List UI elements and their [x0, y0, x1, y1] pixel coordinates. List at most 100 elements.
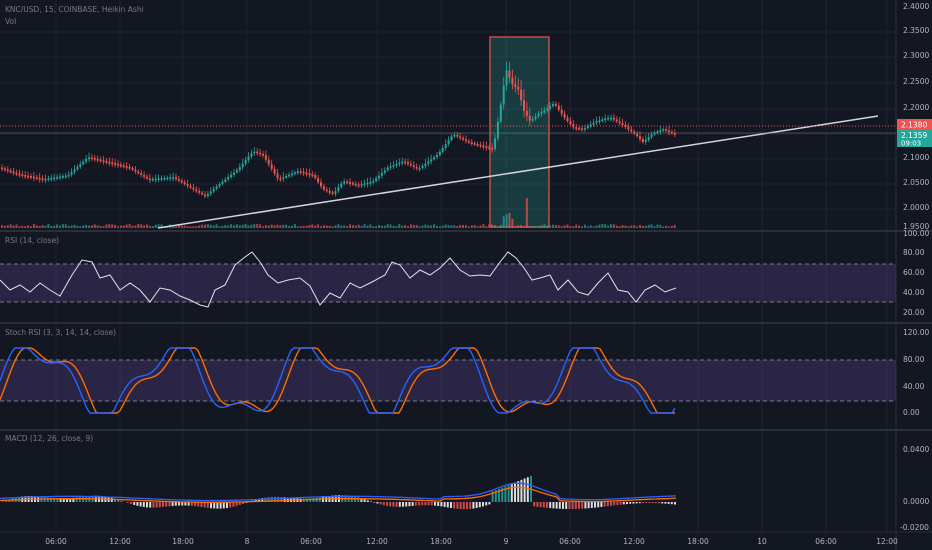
- macd-bar: [53, 498, 56, 502]
- candle-body: [575, 127, 578, 129]
- volume-bar: [24, 226, 27, 228]
- current-price-badge: [897, 119, 932, 130]
- candle-body: [569, 120, 572, 125]
- candle-body: [35, 177, 38, 179]
- macd-bar: [638, 502, 641, 504]
- volume-bar: [180, 225, 183, 228]
- candle-body: [157, 178, 160, 180]
- volume-bar: [592, 226, 595, 228]
- trendline-drawing[interactable]: [157, 115, 879, 229]
- candle-body: [494, 138, 496, 149]
- volume-bar: [317, 224, 320, 228]
- volume-bar: [114, 224, 117, 228]
- macd-bar: [277, 496, 280, 502]
- candle-body: [436, 155, 438, 158]
- candle-body: [595, 121, 598, 123]
- macd-bar: [606, 502, 609, 507]
- volume-bar: [659, 224, 662, 228]
- volume-bar: [27, 225, 30, 228]
- volume-bar: [502, 216, 505, 228]
- candle-body: [67, 174, 70, 177]
- volume-bar: [407, 226, 409, 228]
- candle-body: [256, 151, 259, 154]
- time-tick: 06:00: [815, 537, 837, 546]
- candle-body: [44, 178, 47, 181]
- candle-body: [644, 139, 647, 142]
- macd-bar: [485, 502, 488, 506]
- volume-bar: [357, 224, 360, 228]
- highlight-rectangle-drawing[interactable]: [489, 36, 550, 228]
- macd-bar: [142, 502, 145, 507]
- candle-body: [32, 176, 35, 179]
- macd-bar: [642, 502, 644, 504]
- candle-body: [177, 178, 180, 181]
- volume-bar: [264, 225, 267, 228]
- time-tick: 06:00: [45, 537, 67, 546]
- macd-bar: [398, 502, 401, 507]
- stoch-legend[interactable]: Stoch RSI (3, 3, 14, 14, close): [5, 328, 116, 337]
- volume-bar: [610, 224, 612, 228]
- volume-bar: [61, 224, 64, 228]
- candle-body: [212, 188, 215, 192]
- volume-bar: [552, 224, 554, 228]
- candle-body: [250, 153, 253, 157]
- volume-bar: [662, 226, 665, 228]
- candle-body: [238, 167, 241, 171]
- macd-legend[interactable]: MACD (12, 26, close, 9): [5, 434, 93, 443]
- macd-bar: [478, 502, 481, 508]
- volume-bar: [140, 224, 143, 228]
- candle-body: [578, 127, 581, 130]
- macd-bar: [546, 502, 548, 508]
- volume-bar: [250, 224, 253, 228]
- candle-body: [592, 122, 595, 125]
- macd-bar: [613, 502, 616, 506]
- candle-body: [186, 184, 189, 186]
- candle-body: [41, 178, 44, 181]
- macd-bar: [427, 502, 430, 506]
- volume-bar: [291, 225, 293, 228]
- candle-body: [665, 129, 668, 131]
- candle-body: [166, 177, 169, 180]
- macd-bar: [456, 502, 459, 509]
- candle-body: [3, 168, 6, 171]
- candle-body: [404, 161, 407, 164]
- volume-bar: [70, 225, 73, 228]
- volume-bar: [589, 225, 592, 228]
- rsi-tick: 20.00: [903, 308, 925, 317]
- candle-body: [450, 136, 453, 141]
- volume-bar: [586, 226, 589, 228]
- volume-bar: [581, 226, 583, 228]
- chart-grid: [0, 0, 896, 532]
- price-tick: 1.9500: [903, 222, 929, 231]
- symbol-legend[interactable]: KNC/USD, 15, COINBASE, Heikin Ashi: [5, 5, 144, 14]
- price-tick: 2.3500: [903, 26, 929, 35]
- volume-legend[interactable]: Vol: [5, 17, 16, 26]
- macd-bar: [370, 501, 372, 502]
- macd-bar: [664, 502, 667, 504]
- candle-body: [163, 177, 166, 180]
- volume-bar: [35, 225, 38, 228]
- volume-bar: [421, 225, 424, 228]
- rsi-legend[interactable]: RSI (14, close): [5, 236, 59, 245]
- candle-body: [56, 176, 59, 179]
- macd-tick: -0.0200: [900, 523, 929, 532]
- candle-body: [340, 183, 343, 188]
- macd-bar: [363, 499, 366, 502]
- macd-bar: [674, 502, 676, 505]
- volume-bar: [47, 224, 50, 228]
- candle-body: [476, 143, 479, 146]
- candle-body: [395, 163, 398, 166]
- candle-body: [520, 89, 523, 101]
- volume-bar: [105, 224, 108, 228]
- macd-bar: [194, 502, 196, 507]
- candle-body: [85, 159, 88, 162]
- macd-bar: [552, 502, 555, 509]
- volume-bar: [601, 224, 604, 228]
- candle-body: [169, 177, 172, 180]
- volume-bar: [340, 225, 343, 228]
- candle-body: [38, 177, 41, 180]
- macd-bar: [126, 502, 129, 503]
- volume-bar: [256, 224, 259, 228]
- macd-tick: 0.0400: [903, 445, 929, 454]
